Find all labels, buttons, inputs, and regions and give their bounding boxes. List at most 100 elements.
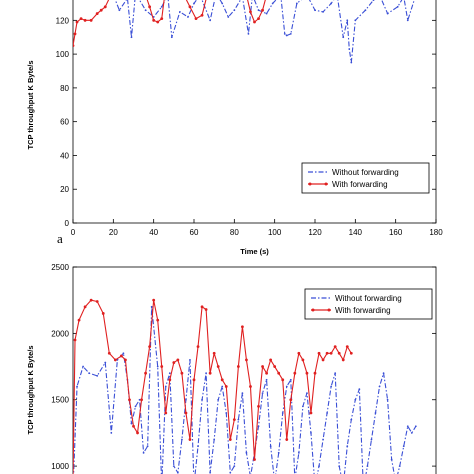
data-point [172,465,175,468]
data-point [414,425,417,428]
legend-label: With forwarding [335,306,391,315]
data-point [150,305,153,308]
data-point [180,371,184,375]
legend: Without forwarding With forwarding [301,162,430,194]
data-point [283,32,286,35]
data-point [224,385,228,388]
data-point [402,445,405,448]
data-point [285,34,288,37]
data-point [103,5,107,9]
y-axis-label: TCP throughput K Byte/s [26,345,35,434]
y-tick-label: 2500 [51,263,69,272]
data-point [236,365,240,368]
data-point [79,17,83,21]
data-point [110,432,113,434]
data-point [317,351,321,355]
data-point [216,365,220,368]
y-tick-label: 2000 [51,329,69,338]
data-point [257,9,260,12]
data-point [341,358,345,362]
data-point [342,36,345,39]
data-point [261,8,264,12]
data-point [306,392,308,395]
data-point [197,445,199,448]
series-line [73,0,266,46]
data-point [196,345,200,349]
plot-frame [72,266,437,474]
data-point [168,372,171,375]
legend: Without forwarding With forwarding [304,288,433,320]
data-point [374,412,377,414]
data-point [281,378,285,382]
data-point [156,365,159,368]
data-point [333,345,337,349]
data-point [130,422,133,425]
data-point [233,465,236,468]
x-tick-label: 140 [349,228,363,237]
x-tick-label: 120 [308,228,322,237]
data-point [396,5,399,8]
data-point [144,371,148,375]
y-tick-label: 0 [65,219,70,228]
data-point [257,425,260,428]
data-point [378,385,381,388]
data-point [233,9,236,12]
data-point [89,18,93,22]
data-point [181,438,183,441]
data-point [253,20,256,24]
data-point [273,365,277,368]
legend-label: With forwarding [332,180,388,189]
panel-letter: a [57,231,63,246]
data-point [326,412,328,414]
legend-box [301,162,430,194]
y-tick-label: 80 [60,84,69,93]
data-point [164,385,167,388]
data-point [152,18,156,22]
y-tick-label: 120 [56,16,70,25]
data-point [160,17,164,21]
data-point [221,385,224,388]
data-point [118,9,121,12]
data-point [257,17,260,21]
data-point [96,374,99,377]
data-point [350,418,353,421]
data-point [245,451,248,454]
data-point [130,36,133,39]
data-point [295,2,298,5]
y-tick-label: 100 [56,50,70,59]
y-tick-label: 60 [60,118,69,127]
data-point [370,438,373,441]
data-point [142,451,145,454]
data-point [237,418,240,421]
x-tick-label: 0 [71,228,76,237]
data-point [269,358,273,362]
legend-box [304,288,433,320]
data-point [194,17,198,21]
data-point [140,398,143,402]
data-point [265,378,268,381]
data-point [188,5,192,9]
data-point [160,5,163,8]
data-point [107,351,111,355]
data-point [261,365,264,368]
data-point [338,465,341,468]
data-point [221,2,224,5]
data-point [297,451,300,454]
data-point [164,411,168,415]
data-point [156,318,160,322]
data-point [322,438,324,441]
data-point [277,371,281,375]
data-point [204,308,208,311]
data-point [148,5,152,9]
data-point [334,372,337,375]
data-point [293,371,297,375]
data-point [146,445,149,448]
data-point [247,32,250,35]
data-point [285,438,289,441]
data-point [261,392,264,395]
data-point [205,372,208,375]
data-point [189,359,191,361]
data-point [225,412,228,414]
data-point [227,16,230,18]
